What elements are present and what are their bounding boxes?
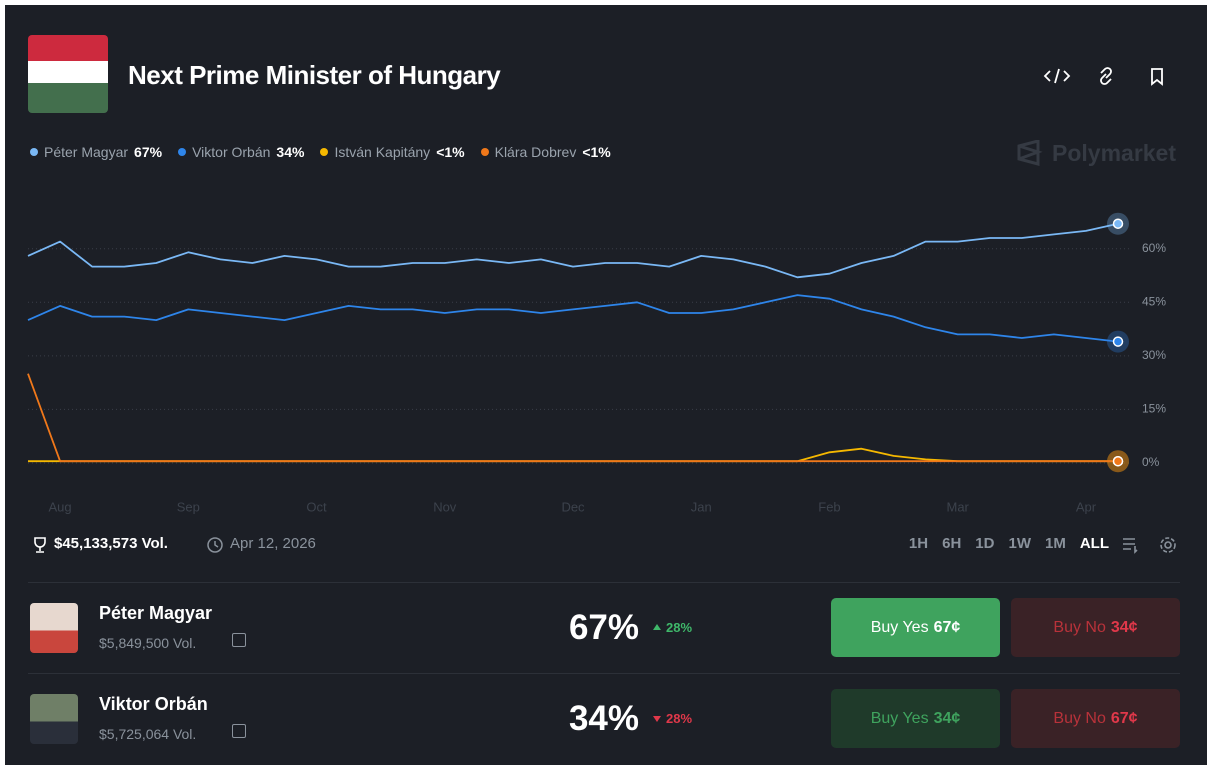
x-tick-label: Jan: [691, 499, 712, 514]
avatar: [30, 603, 78, 653]
x-tick-label: Sep: [177, 499, 200, 514]
legend-dot: [480, 148, 489, 156]
range-button[interactable]: 6H: [942, 535, 962, 552]
series-line: [27, 294, 1119, 343]
button-label: Buy No: [1053, 709, 1106, 727]
series-line: [27, 373, 1118, 463]
outcome-chance: 34%: [568, 699, 640, 738]
outcome-change: 28%: [666, 711, 693, 726]
market-title: Next Prime Minister of Hungary: [128, 60, 501, 90]
settings-button[interactable]: [1160, 537, 1176, 553]
y-tick-label: 60%: [1142, 241, 1166, 255]
total-volume: $45,133,573 Vol.: [54, 535, 168, 552]
legend-name: Péter Magyar: [44, 144, 129, 160]
legend-dot: [178, 148, 187, 156]
buy-yes-button[interactable]: Buy Yes 34¢: [831, 689, 1000, 748]
range-selector: 1H 6H 1D 1W 1M ALL: [909, 535, 1109, 552]
outcome-volume: $5,849,500 Vol.: [99, 635, 197, 651]
avatar: [30, 694, 78, 744]
outcome-volume: $5,725,064 Vol.: [99, 726, 197, 742]
button-label: Buy Yes: [870, 709, 929, 727]
y-tick-label: 0%: [1142, 455, 1160, 469]
sort-button[interactable]: [1123, 538, 1138, 554]
watermark: Polymarket: [1052, 140, 1177, 166]
end-point: [1112, 218, 1124, 229]
range-button[interactable]: 1W: [1008, 535, 1031, 552]
change-arrow: [653, 624, 661, 630]
legend-name: István Kapitány: [334, 144, 431, 160]
flag: [28, 35, 108, 113]
legend-item: Péter Magyar 67%: [30, 144, 162, 160]
header-actions: [1043, 67, 1163, 86]
market-panel: [5, 5, 1207, 765]
button-label: Buy No: [1053, 618, 1106, 636]
button-price: 67¢: [1110, 709, 1138, 727]
button-label: Buy Yes: [870, 618, 929, 636]
outcome-change: 28%: [666, 620, 693, 635]
legend-name: Klára Dobrev: [494, 144, 577, 160]
button-price: 67¢: [933, 618, 961, 636]
x-tick-label: Dec: [561, 499, 585, 514]
x-tick-label: Mar: [947, 499, 970, 514]
bookmark-button[interactable]: [1151, 68, 1163, 86]
divider: [28, 582, 1180, 583]
end-point: [1112, 455, 1124, 467]
buy-yes-button[interactable]: Buy Yes 67¢: [831, 598, 1000, 657]
x-tick-label: Apr: [1076, 499, 1097, 514]
legend-value: <1%: [436, 144, 465, 160]
button-price: 34¢: [1110, 618, 1138, 636]
gift-icon: [232, 724, 246, 738]
legend-item: Klára Dobrev <1%: [480, 144, 611, 160]
end-point: [1112, 336, 1124, 347]
legend-dot: [320, 148, 329, 156]
range-button[interactable]: ALL: [1079, 535, 1109, 552]
change-arrow: [653, 716, 661, 722]
legend-item: Viktor Orbán 34%: [178, 144, 304, 160]
chart-controls: [1123, 537, 1176, 554]
series-line: [27, 222, 1119, 279]
legend-item: István Kapitány <1%: [320, 144, 465, 160]
buy-no-button[interactable]: Buy No 67¢: [1011, 689, 1180, 748]
y-tick-label: 30%: [1142, 348, 1166, 362]
embed-button[interactable]: [1043, 68, 1071, 84]
outcome-name: Viktor Orbán: [99, 694, 208, 714]
legend: Péter Magyar 67% Viktor Orbán 34% István Kap…: [30, 144, 611, 160]
outcome-name: Péter Magyar: [99, 603, 213, 623]
y-tick-label: 45%: [1142, 294, 1166, 308]
legend-value: <1%: [582, 144, 611, 160]
buy-no-button[interactable]: Buy No 34¢: [1011, 598, 1180, 657]
range-button[interactable]: 1M: [1044, 535, 1066, 552]
clock-icon: [207, 537, 223, 553]
y-tick-label: 15%: [1142, 402, 1166, 416]
x-tick-label: Oct: [306, 499, 327, 514]
x-tick-label: Nov: [433, 499, 457, 514]
divider: [28, 673, 1180, 674]
copy-link-button[interactable]: [1100, 67, 1112, 85]
x-tick-label: Aug: [48, 499, 71, 514]
legend-value: 67%: [134, 144, 163, 160]
gift-icon: [232, 633, 246, 647]
trophy-icon: [34, 537, 46, 553]
outcome-chance: 67%: [568, 608, 640, 647]
legend-dot: [30, 148, 38, 156]
legend-value: 34%: [276, 144, 305, 160]
chart: 0% 15% 30% 45% 60% Aug Sep Oct Nov Dec Jan Feb Mar Ap…: [27, 212, 1166, 514]
range-button[interactable]: 1D: [975, 535, 995, 552]
watermark-logo: [1017, 140, 1043, 166]
end-date: Apr 12, 2026: [230, 535, 316, 552]
button-price: 34¢: [933, 709, 961, 727]
legend-name: Viktor Orbán: [192, 144, 271, 160]
x-tick-label: Feb: [818, 499, 840, 514]
series-line: [28, 447, 1118, 463]
range-button[interactable]: 1H: [908, 535, 929, 552]
